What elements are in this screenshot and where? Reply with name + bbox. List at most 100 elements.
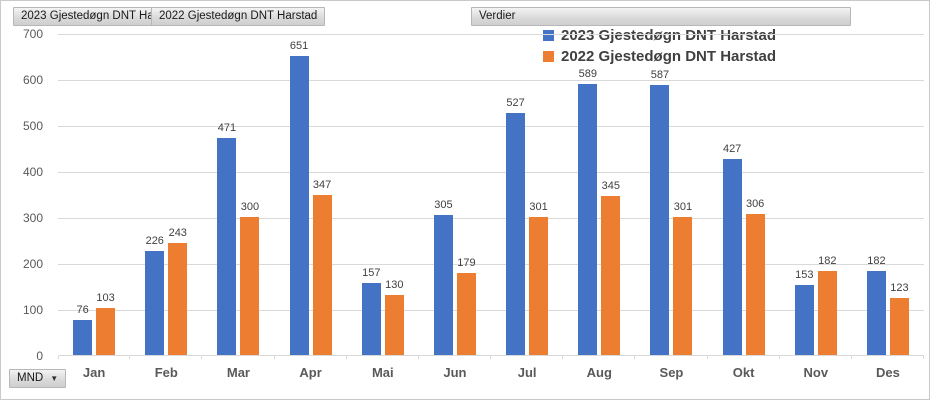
x-axis-label: Jul [517,365,537,380]
bar-2022-aug: 345 [601,180,621,355]
bar-2022-apr: 347 [312,179,332,355]
data-label: 471 [217,122,237,134]
y-axis-tick-label: 300 [22,211,43,225]
data-label: 651 [289,40,309,52]
data-label: 587 [650,69,670,81]
bar-2023-nov: 153 [794,269,814,355]
category-group-okt: 427 306 Okt [708,34,780,380]
gridline [58,80,924,81]
x-axis-label: Nov [803,365,829,380]
data-label: 153 [795,269,814,281]
x-axis-tick [201,355,203,359]
legend-label: 2023 Gjestedøgn DNT Harstad [561,26,777,44]
legend-label: 2022 Gjestedøgn DNT Harstad [561,47,777,65]
category-group-mar: 471 300 Mar [202,34,275,380]
x-axis-label: Aug [586,365,612,380]
x-axis-label: Jan [82,365,106,380]
data-label: 243 [168,227,187,239]
data-label: 305 [434,199,453,211]
legend-item-2022[interactable]: 2022 Gjestedøgn DNT Harstad [543,46,776,66]
bar-2023-okt: 427 [722,143,742,355]
bar-2023-feb: 226 [145,235,165,355]
y-axis-tick-label: 400 [22,165,43,179]
bar-2022-sep: 301 [673,201,693,355]
bar-2023-des: 182 [866,255,886,355]
bar-2022-mai: 130 [384,279,404,355]
y-axis-tick-label: 500 [22,119,43,133]
data-label: 130 [385,279,404,291]
data-label: 306 [745,198,765,210]
y-axis-tick-label: 700 [22,27,43,41]
gridline [58,218,924,219]
legend-swatch-2022-icon [543,50,554,62]
x-axis-label: Mai [371,365,394,380]
data-label: 347 [312,179,332,191]
category-group-feb: 226 243 Feb [130,34,203,380]
bar-2023-mar: 471 [217,122,237,355]
category-group-jun: 305 179 Jun [419,34,492,380]
legend-item-2023[interactable]: 2023 Gjestedøgn DNT Harstad [543,25,776,45]
gridline [58,310,924,311]
axis-field-label: MND [17,372,44,384]
data-label: 301 [673,201,693,213]
bar-2023-apr: 651 [289,40,309,355]
x-axis-label: Feb [154,365,178,380]
bar-2022-mar: 300 [240,201,260,355]
category-group-jan: 76 103 Jan [58,34,131,380]
field-button-2022-series[interactable]: 2022 Gjestedøgn DNT Harstad [151,7,326,26]
y-axis-tick-label: 100 [22,303,43,317]
bar-2023-mai: 157 [361,267,381,355]
x-axis-tick [273,355,275,359]
bar-2023-aug: 589 [578,68,598,355]
data-label: 589 [578,68,597,80]
y-axis-tick-label: 200 [22,257,43,271]
x-axis-tick [490,355,492,359]
bar-2022-jan: 103 [96,292,116,355]
category-group-sep: 587 301 Sep [635,34,708,380]
y-axis-labels: 0 100 200 300 400 500 600 700 [1,27,49,363]
bar-2023-jun: 305 [433,199,453,355]
x-axis-label: Sep [659,365,684,380]
data-label: 157 [362,267,381,279]
bar-2023-jan: 76 [73,304,93,355]
x-axis-tick [417,355,419,359]
category-group-aug: 589 345 Aug [563,34,636,380]
field-button-2023-series[interactable]: 2023 Gjestedøgn DNT Harstad [13,7,188,26]
gridline [58,126,924,127]
x-axis-tick [850,355,852,359]
bar-2022-jul: 301 [529,201,549,355]
x-axis-tick [923,355,925,359]
bar-2022-feb: 243 [168,227,188,355]
data-label: 345 [601,180,620,192]
x-axis-label: Mar [226,365,250,380]
data-label: 182 [867,255,886,267]
x-axis-tick [634,355,636,359]
field-button-axis-mnd[interactable]: MND ▼ [9,369,67,388]
x-axis-tick [129,355,131,359]
data-label: 300 [240,201,260,213]
bar-2022-des: 123 [889,282,909,355]
gridline [58,264,924,265]
bar-2022-jun: 179 [456,257,476,355]
gridline [58,172,924,173]
x-axis-label: Des [876,365,900,380]
category-group-mai: 157 130 Mai [347,34,419,380]
x-axis-tick [778,355,780,359]
dropdown-arrow-icon: ▼ [50,373,59,383]
data-label: 103 [96,292,115,304]
x-axis-tick [706,355,708,359]
x-axis-tick [345,355,347,359]
data-label: 527 [506,97,525,109]
chart-legend: 2023 Gjestedøgn DNT Harstad 2022 Gjested… [543,25,776,66]
data-label: 226 [145,235,164,247]
category-group-jul: 527 301 Jul [491,34,564,380]
category-group-apr: 651 347 Apr [275,34,347,380]
bar-groups: 76 103 Jan 226 243 Feb 471 300 Mar 651 347 Apr 157 13… [58,34,925,380]
field-button-values[interactable]: Verdier [471,7,851,26]
bar-2023-jul: 527 [506,97,526,355]
data-label: 179 [457,257,476,269]
data-label: 123 [890,282,909,294]
data-label: 301 [529,201,548,213]
bar-2023-sep: 587 [650,69,670,355]
